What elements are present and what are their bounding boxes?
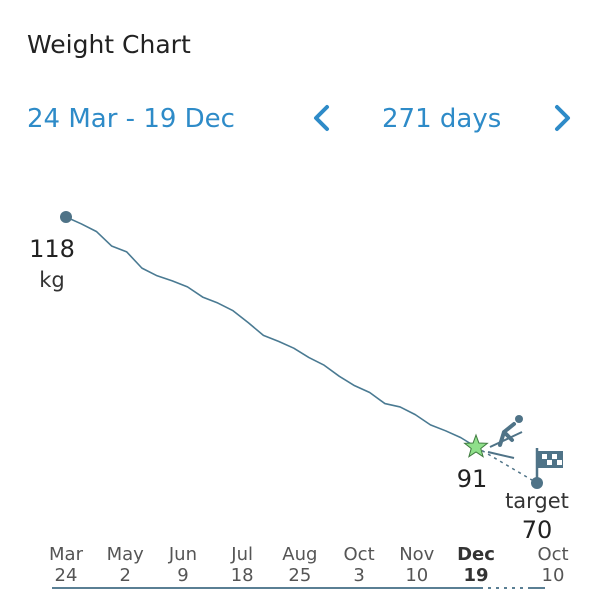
target-date: Oct 10	[537, 544, 568, 586]
end-point	[463, 433, 489, 458]
start-point	[60, 211, 72, 223]
target-projection	[475, 446, 538, 484]
x-tick-label: Aug 25	[282, 544, 317, 586]
prev-button[interactable]	[314, 105, 329, 131]
start-value: 118	[29, 235, 75, 263]
flag-icon	[535, 448, 563, 480]
skier-icon	[487, 415, 523, 459]
target-label: target	[505, 489, 569, 513]
x-tick-label: Dec 19	[457, 544, 495, 586]
end-value: 91	[457, 465, 488, 493]
x-tick-label: Oct 3	[344, 544, 375, 586]
weight-line	[65, 216, 477, 448]
next-button[interactable]	[555, 105, 570, 131]
target-value: 70	[522, 516, 553, 544]
day-count: 271 days	[382, 104, 501, 134]
x-tick-label: Nov 10	[399, 544, 434, 586]
date-range[interactable]: 24 Mar - 19 Dec	[27, 104, 235, 134]
x-tick-label: Jul 18	[230, 544, 253, 586]
title: Weight Chart	[27, 30, 191, 59]
target-point	[531, 477, 543, 489]
x-tick-label: May 2	[107, 544, 145, 586]
x-tick-label: Jun 9	[168, 544, 197, 586]
x-tick-label: Mar 24	[49, 544, 84, 586]
unit-label: kg	[39, 268, 65, 292]
